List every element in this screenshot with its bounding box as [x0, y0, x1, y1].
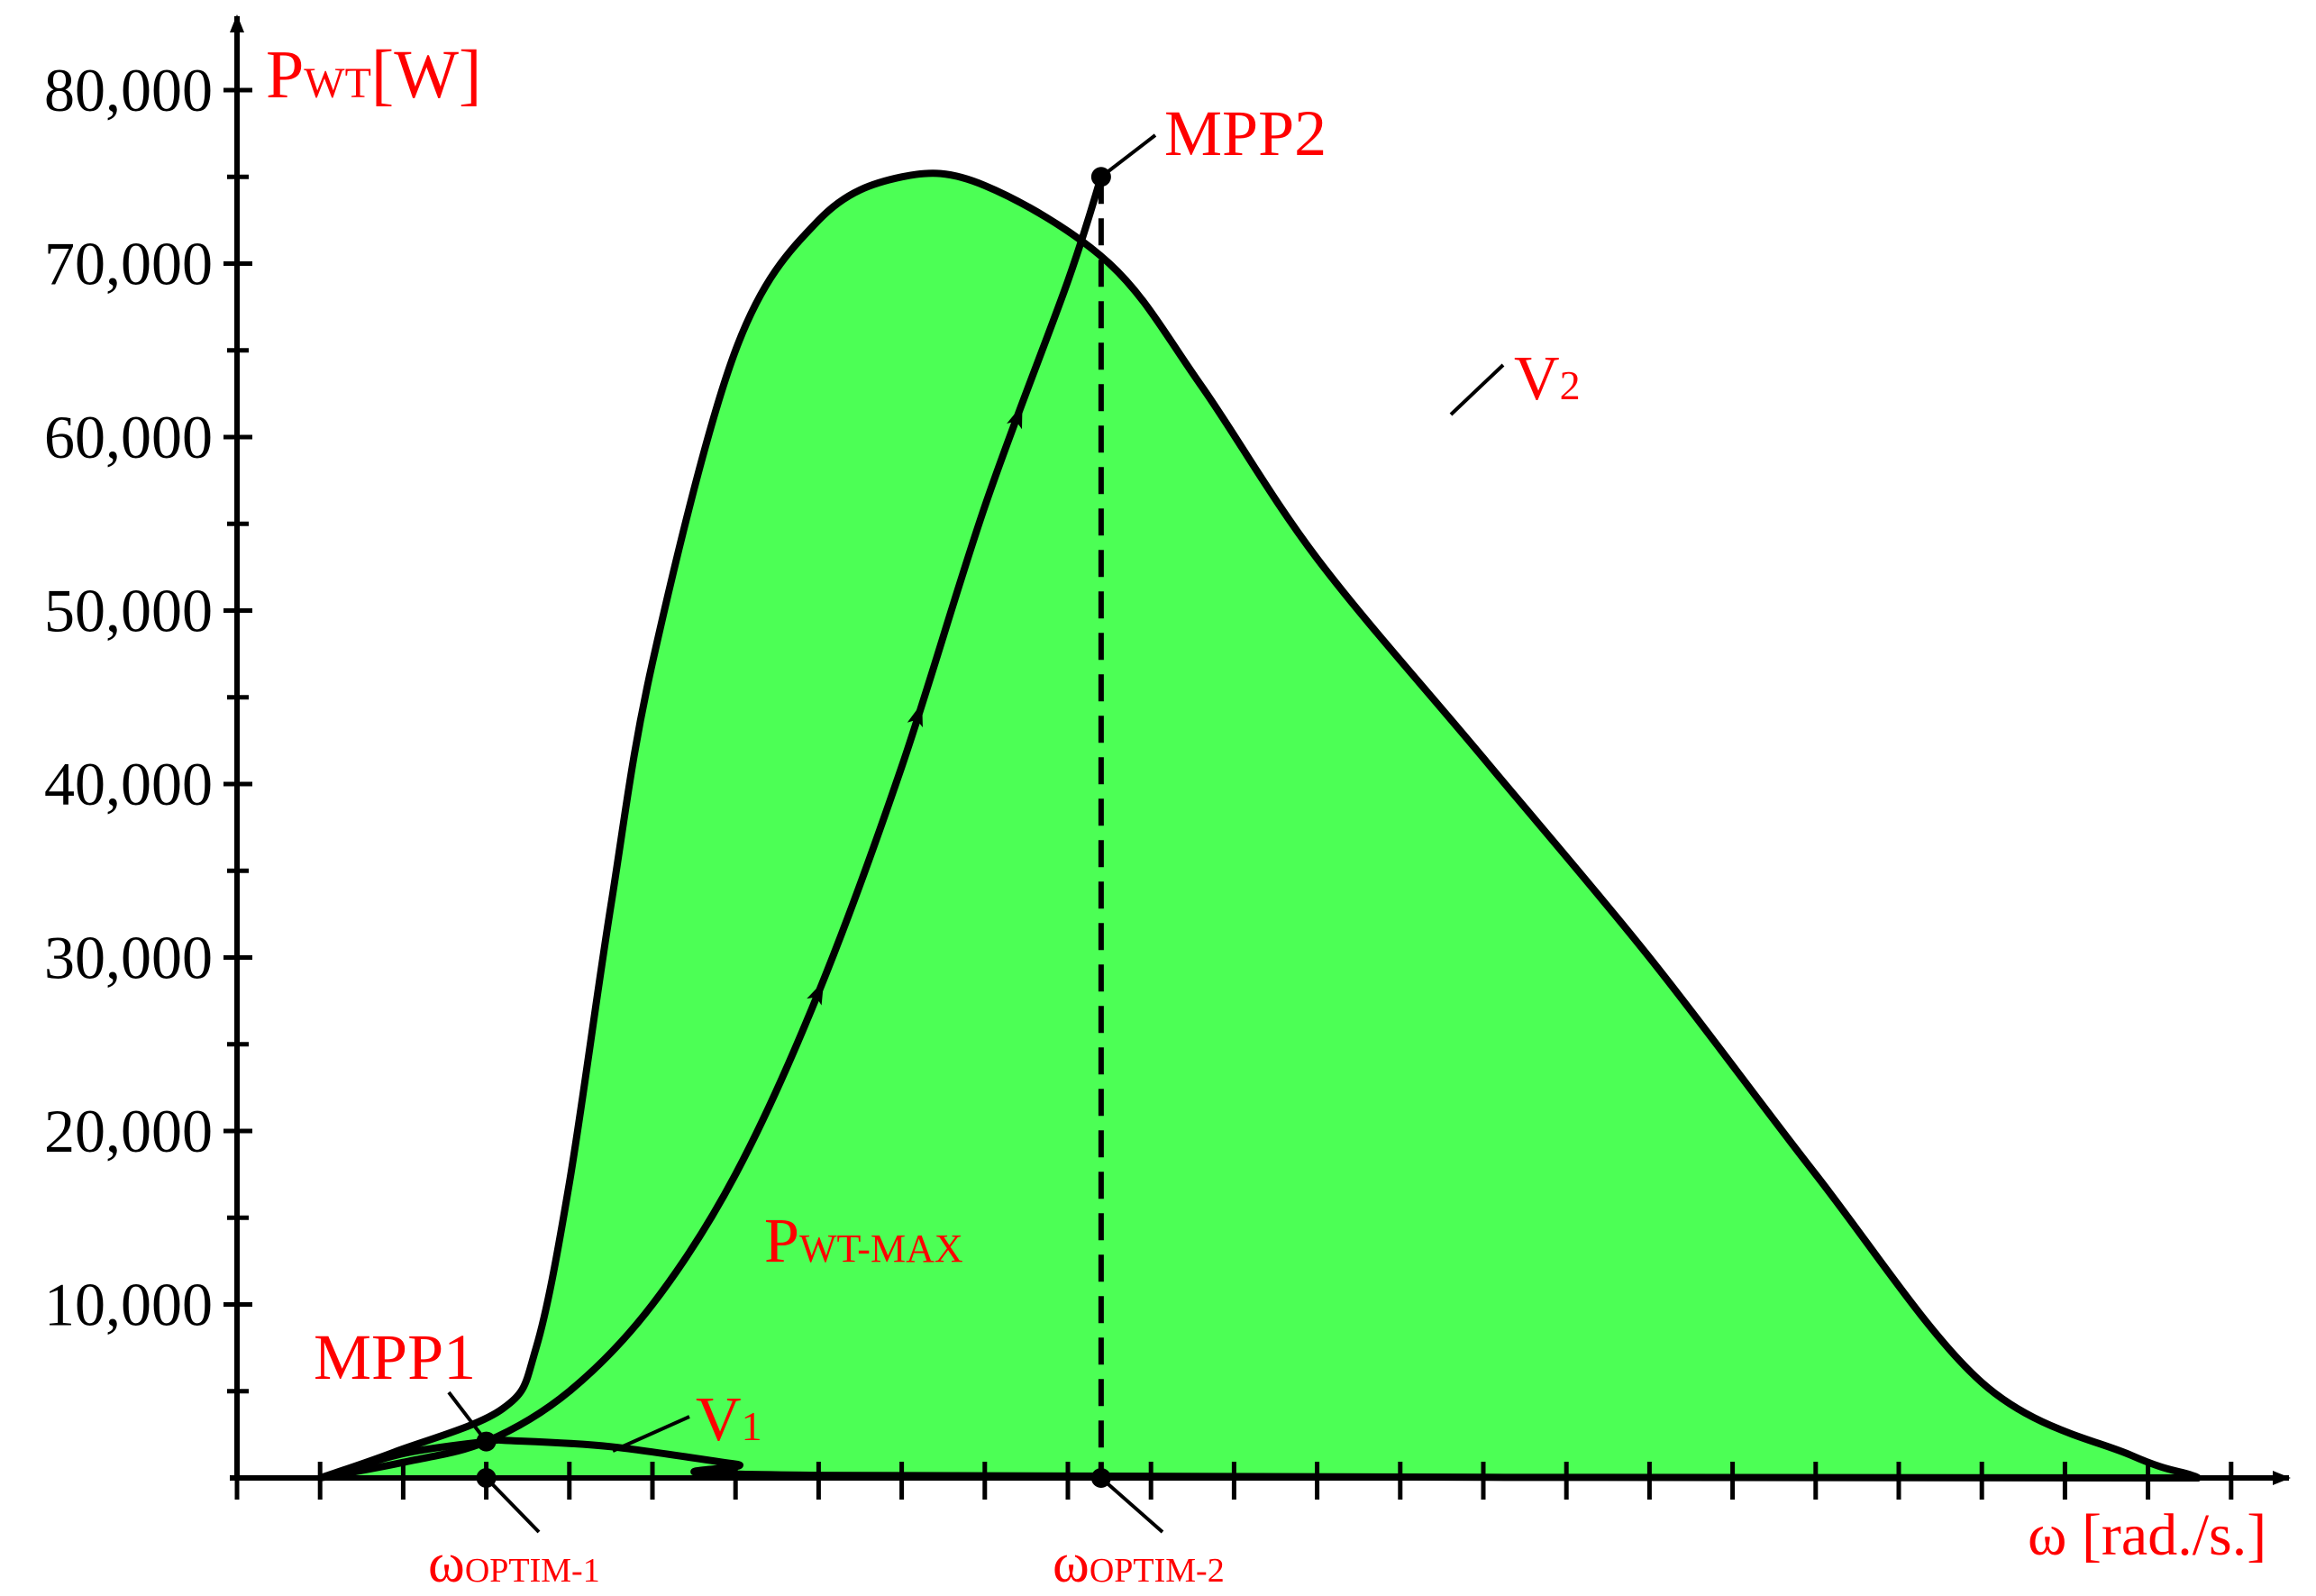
series-line-v2: [316, 169, 2202, 1482]
point-mpp2: [1090, 167, 1111, 187]
y-tick-label: 60,000: [44, 403, 213, 471]
y-tick-label: 30,000: [44, 924, 213, 992]
y-tick-label: 40,000: [44, 750, 213, 818]
v1-label: V1: [696, 1385, 762, 1455]
y-tick-label: 80,000: [44, 56, 213, 124]
point-omega-optim-2: [1090, 1468, 1111, 1488]
y-axis: 10,000 20,000 30,000 40,000 50,000 60,000 70,0…: [44, 14, 252, 1478]
omega-optim-2-label: ωOPTIM-2: [1053, 1533, 1225, 1594]
mpp2-label: MPP2: [1164, 97, 1327, 169]
direction-arrow: [907, 702, 923, 728]
mpp1-label: MPP1: [314, 1321, 476, 1393]
y-tick-label: 50,000: [44, 577, 213, 645]
direction-arrow: [1007, 404, 1023, 430]
omega-optim-1-label: ωOPTIM-1: [428, 1533, 600, 1594]
pwt-max-label: PWT-MAX: [764, 1207, 963, 1276]
direction-arrow: [807, 980, 825, 1006]
v1-leader: [612, 1415, 690, 1453]
mpp1-leader: [447, 1391, 488, 1443]
v2-label: V2: [1514, 344, 1581, 414]
point-omega-optim-1: [476, 1468, 497, 1488]
mpp2-leader: [1099, 133, 1157, 178]
y-tick-label: 10,000: [44, 1271, 213, 1339]
x-axis-label: ω [rad./s.]: [2028, 1502, 2266, 1568]
omega-optim-1-leader: [485, 1476, 541, 1534]
y-tick-label: 20,000: [44, 1097, 213, 1165]
y-axis-label: PWT[W]: [266, 37, 481, 113]
y-tick-label: 70,000: [44, 230, 213, 298]
point-mpp1: [476, 1431, 497, 1452]
power-envelope-area: [320, 173, 2198, 1478]
omega-optim-2-leader: [1099, 1476, 1164, 1534]
v2-leader: [1449, 363, 1505, 416]
